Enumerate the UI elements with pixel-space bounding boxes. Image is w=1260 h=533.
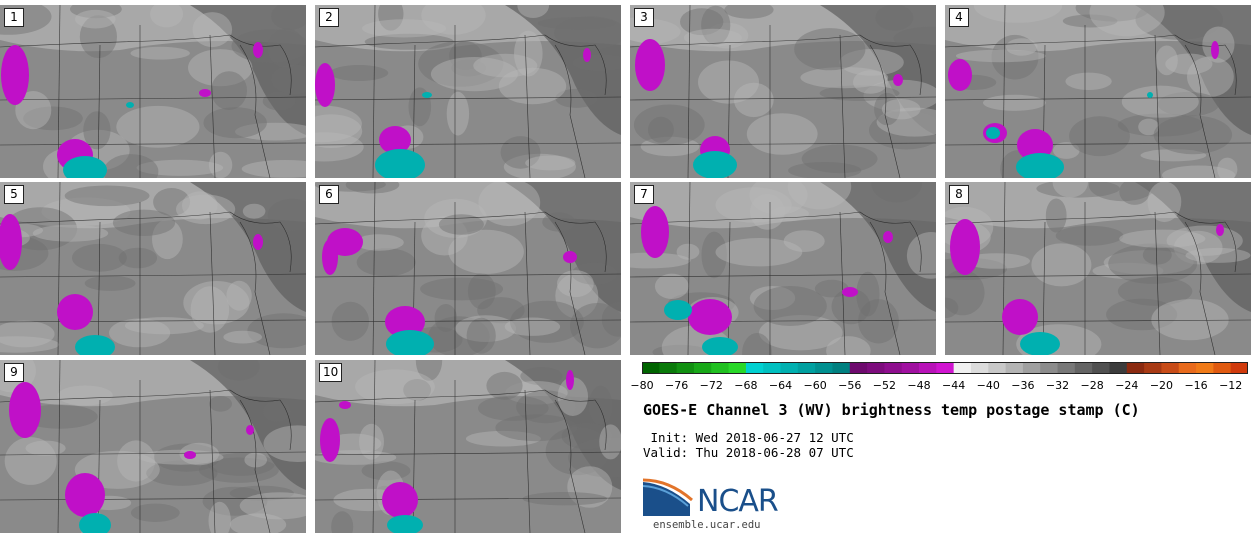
colorbar-bin [797,362,816,374]
panel-label: 8 [949,185,969,204]
colorbar-bin [711,362,730,374]
colorbar-bin [988,362,1007,374]
colorbar-bin [1178,362,1197,374]
forecast-panel-10: 10 [315,360,621,533]
colorbar-bin [832,362,851,374]
panel-label: 10 [319,363,343,382]
colorbar-tick-label: −56 [838,379,862,392]
colorbar-bin [1040,362,1059,374]
colorbar-bin [745,362,764,374]
colorbar-tick-label: −32 [1045,379,1070,392]
colorbar-tick-label: −76 [665,379,689,392]
colorbar-bin [728,362,747,374]
colorbar-bin [867,362,885,374]
colorbar-bin [1126,362,1145,374]
colorbar-tick-label: −72 [699,379,723,392]
forecast-panel-9: 9 [0,360,306,533]
forecast-panel-7: 7 [630,182,936,355]
forecast-panel-8: 8 [945,182,1251,355]
colorbar-bin [676,362,695,374]
valid-time: Valid: Thu 2018-06-28 07 UTC [643,445,854,460]
colorbar-tick-label: −44 [942,379,966,392]
colorbar-bin [763,362,782,374]
colorbar-bin [1005,362,1024,374]
forecast-panel-6: 6 [315,182,621,355]
colorbar-tick-label: −48 [907,379,931,392]
colorbar-bin [1092,362,1110,374]
colorbar-bin [1109,362,1128,374]
colorbar-tick-label: −52 [872,379,896,392]
colorbar-tick-label: −28 [1080,379,1104,392]
wv-imagery-map [0,182,306,355]
colorbar-bin [780,362,799,374]
colorbar-tick-label: −16 [1184,379,1208,392]
wv-imagery-map [945,182,1251,355]
init-time: Init: Wed 2018-06-27 12 UTC [643,430,854,445]
colorbar-bin [1196,362,1214,374]
colorbar-tick-label: −68 [734,379,758,392]
wv-imagery-map [0,360,306,533]
panel-label: 7 [634,185,654,204]
logo-url: ensemble.ucar.edu [653,519,761,531]
wv-imagery-map [315,5,621,178]
wv-imagery-map [945,5,1251,178]
forecast-panel-1: 1 [0,5,306,178]
forecast-panel-3: 3 [630,5,936,178]
colorbar-tick-label: −36 [1011,379,1035,392]
colorbar-tick-label: −60 [803,379,827,392]
wv-imagery-map [630,182,936,355]
wv-imagery-map [630,5,936,178]
colorbar-tick-label: −40 [976,379,1000,392]
colorbar-bin [659,362,678,374]
colorbar-bin [1074,362,1093,374]
colorbar-bin [693,362,712,374]
colorbar-bin [849,362,868,374]
colorbar-bin [936,362,955,374]
colorbar-bin [901,362,920,374]
colorbar-bin [1230,362,1248,374]
wv-imagery-map [0,5,306,178]
colorbar-bin [970,362,989,374]
colorbar-bin [1022,362,1041,374]
colorbar-bin [919,362,937,374]
logo-wordmark: NCAR [697,484,779,519]
colorbar-bin [1161,362,1180,374]
panel-label: 5 [4,185,24,204]
temperature-colorbar [642,362,1248,374]
forecast-panel-2: 2 [315,5,621,178]
wv-imagery-map [315,182,621,355]
wv-imagery-map [315,360,621,533]
colorbar-bin [1057,362,1076,374]
colorbar-bin [642,362,660,374]
colorbar-tick-label: −20 [1149,379,1174,392]
panel-label: 4 [949,8,969,27]
forecast-panel-4: 4 [945,5,1251,178]
colorbar-bin [884,362,903,374]
colorbar-tick-label: −64 [768,379,793,392]
colorbar-bin [815,362,833,374]
forecast-panel-5: 5 [0,182,306,355]
colorbar-tick-label: −12 [1219,379,1243,392]
ncar-logo-icon [642,478,693,516]
panel-label: 6 [319,185,339,204]
chart-title: GOES-E Channel 3 (WV) brightness temp po… [643,401,1140,419]
panel-label: 9 [4,363,24,382]
colorbar-bin [953,362,972,374]
panel-label: 1 [4,8,24,27]
colorbar-tick-label: −80 [630,379,654,392]
panel-label: 2 [319,8,339,27]
colorbar-bin [1213,362,1232,374]
colorbar-bin [1144,362,1162,374]
colorbar-tick-label: −24 [1115,379,1139,392]
panel-label: 3 [634,8,654,27]
